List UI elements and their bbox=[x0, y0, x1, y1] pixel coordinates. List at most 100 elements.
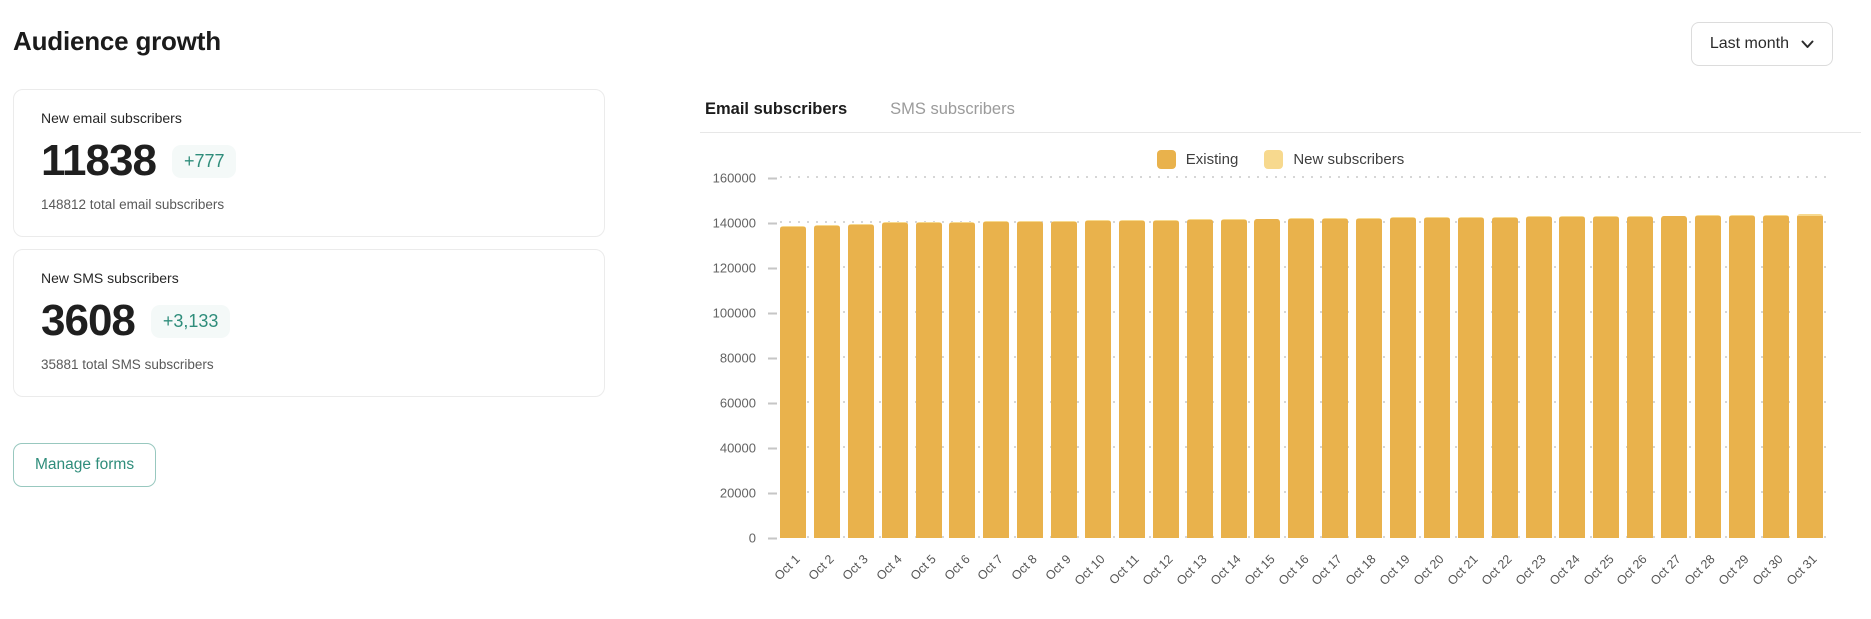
chart-bar-column: Oct 14 bbox=[1208, 178, 1247, 588]
x-tick-label: Oct 11 bbox=[1106, 552, 1142, 588]
y-tick-label: 40000 bbox=[719, 440, 756, 456]
chart-bar-column: Oct 19 bbox=[1377, 178, 1417, 588]
chart-bar-column: Oct 15 bbox=[1241, 178, 1281, 588]
bar-segment-existing bbox=[915, 222, 942, 538]
bar-segment-new bbox=[1322, 218, 1349, 219]
y-tick-label: 100000 bbox=[712, 305, 756, 321]
bar-segment-existing bbox=[881, 223, 908, 538]
bar-segment-new bbox=[1525, 216, 1552, 218]
stat-row: 3608 +3,133 bbox=[41, 299, 577, 343]
x-tick-label: Oct 26 bbox=[1614, 552, 1651, 588]
bar-segment-new bbox=[1085, 220, 1112, 222]
y-tick-mark bbox=[768, 357, 777, 359]
chart-bar bbox=[1322, 218, 1349, 538]
chart-bar bbox=[847, 224, 874, 538]
x-tick-label: Oct 29 bbox=[1715, 552, 1752, 588]
stats-column: New email subscribers 11838 +777 148812 … bbox=[13, 89, 605, 538]
y-tick-label: 20000 bbox=[719, 485, 756, 501]
x-tick-label: Oct 12 bbox=[1139, 552, 1176, 588]
bar-segment-existing bbox=[847, 225, 874, 538]
bar-segment-new bbox=[1220, 218, 1247, 220]
stat-value: 3608 bbox=[41, 296, 136, 345]
stat-value: 11838 bbox=[41, 136, 157, 185]
bar-segment-existing bbox=[813, 226, 840, 538]
bar-segment-existing bbox=[780, 227, 806, 538]
chart-bar bbox=[881, 222, 908, 538]
x-tick-label: Oct 4 bbox=[873, 552, 905, 584]
chart-bar bbox=[1695, 215, 1722, 538]
bar-segment-existing bbox=[1457, 217, 1484, 538]
x-tick-label: Oct 25 bbox=[1580, 552, 1617, 588]
bar-segment-new bbox=[915, 221, 942, 223]
chart-bar-column: Oct 25 bbox=[1580, 178, 1620, 588]
chart-bar-column: Oct 17 bbox=[1309, 178, 1349, 588]
bar-segment-existing bbox=[1220, 219, 1247, 538]
chart-bar bbox=[1661, 215, 1688, 538]
x-tick-label: Oct 31 bbox=[1783, 552, 1820, 588]
y-axis-tick: 100000 bbox=[713, 306, 780, 321]
bar-segment-existing bbox=[1627, 216, 1654, 538]
chart-bar bbox=[949, 221, 976, 538]
chart-bar-column: Oct 11 bbox=[1107, 178, 1145, 587]
y-tick-mark bbox=[768, 267, 777, 269]
manage-forms-button[interactable]: Manage forms bbox=[13, 443, 157, 487]
y-axis-tick: 80000 bbox=[720, 351, 780, 366]
chart-bar-column: Oct 26 bbox=[1614, 178, 1654, 588]
x-tick-label: Oct 1 bbox=[771, 552, 803, 584]
x-tick-label: Oct 19 bbox=[1376, 552, 1413, 588]
chart-tabs: Email subscribers SMS subscribers bbox=[700, 89, 1861, 133]
x-tick-label: Oct 20 bbox=[1410, 552, 1447, 588]
chart-bar bbox=[1186, 219, 1213, 538]
chart-bar-column: Oct 16 bbox=[1275, 178, 1315, 588]
chart-bar-column: Oct 4 bbox=[874, 178, 908, 583]
chevron-down-icon bbox=[1801, 40, 1814, 49]
x-tick-label: Oct 3 bbox=[839, 552, 871, 584]
delta-badge: +3,133 bbox=[150, 304, 231, 338]
y-axis: 0 20000 40000 60000 80000 100000 120000 140000 1… bbox=[700, 171, 780, 546]
stat-label: New email subscribers bbox=[41, 110, 182, 126]
bar-segment-existing bbox=[1559, 217, 1586, 538]
bar-segment-new bbox=[1661, 215, 1688, 217]
chart-bar bbox=[813, 225, 840, 538]
bar-segment-existing bbox=[1525, 217, 1552, 538]
bar-segment-new bbox=[1593, 216, 1620, 217]
bar-segment-existing bbox=[1661, 216, 1688, 538]
y-tick-mark bbox=[768, 447, 777, 449]
period-dropdown[interactable]: Last month bbox=[1690, 22, 1833, 66]
bar-segment-existing bbox=[1762, 215, 1789, 538]
bar-segment-new bbox=[1796, 213, 1823, 216]
y-tick-label: 80000 bbox=[719, 350, 756, 366]
bar-segment-existing bbox=[1593, 216, 1620, 538]
chart-bar bbox=[1356, 217, 1383, 538]
x-tick-label: Oct 17 bbox=[1309, 552, 1346, 588]
chart-bar bbox=[780, 226, 806, 538]
chart-bar-column: Oct 27 bbox=[1648, 178, 1688, 588]
x-tick-label: Oct 15 bbox=[1241, 552, 1278, 588]
period-dropdown-label: Last month bbox=[1709, 35, 1789, 52]
chart-bar bbox=[1525, 216, 1552, 538]
stat-label: New SMS subscribers bbox=[41, 270, 179, 286]
bar-segment-existing bbox=[1356, 218, 1383, 538]
bar-segment-new bbox=[1254, 218, 1281, 220]
y-axis-tick: 140000 bbox=[713, 216, 780, 231]
chart-bar-column: Oct 31 bbox=[1784, 178, 1823, 588]
tab-email-subscribers[interactable]: Email subscribers bbox=[705, 100, 848, 118]
x-tick-label: Oct 5 bbox=[907, 552, 939, 584]
chart-bar-column: Oct 28 bbox=[1682, 178, 1722, 588]
y-axis-tick: 0 bbox=[749, 531, 780, 546]
x-tick-label: Oct 23 bbox=[1512, 552, 1549, 588]
bar-segment-existing bbox=[1152, 220, 1179, 538]
bars-row: Oct 1 Oct 2 Oct 3 Oct 4 Oct 5 Oct 6 Oct 7 Oct 8… bbox=[772, 178, 1831, 588]
chart-bar bbox=[1423, 217, 1450, 538]
bar-segment-new bbox=[1288, 218, 1315, 220]
chart-bar bbox=[1627, 215, 1654, 538]
legend-item: New subscribers bbox=[1264, 149, 1404, 169]
chart-bar bbox=[1017, 220, 1044, 538]
bar-segment-new bbox=[1390, 217, 1417, 219]
bar-segment-existing bbox=[1796, 215, 1823, 538]
bar-segment-new bbox=[1491, 216, 1518, 218]
chart-bar-column: Oct 1 bbox=[772, 178, 806, 583]
y-tick-mark bbox=[768, 537, 777, 539]
tab-sms-subscribers[interactable]: SMS subscribers bbox=[890, 100, 1015, 118]
chart-bar-column: Oct 2 bbox=[806, 178, 840, 583]
